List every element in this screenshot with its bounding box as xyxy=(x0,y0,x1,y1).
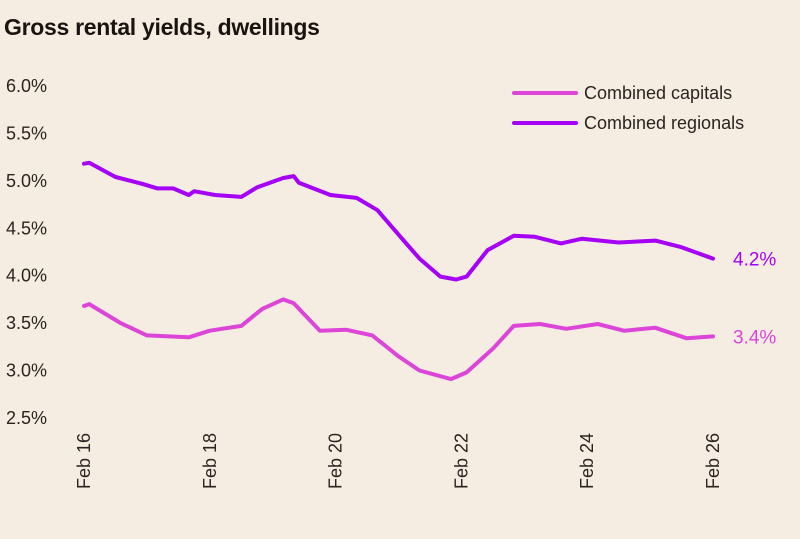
legend-label: Combined capitals xyxy=(584,83,732,103)
y-tick-label: 4.5% xyxy=(6,218,47,238)
x-tick-label: Feb 18 xyxy=(200,433,220,489)
end-value-label: 4.2% xyxy=(733,250,776,271)
series-line-capitals xyxy=(82,297,715,382)
legend-label: Combined regionals xyxy=(584,113,744,133)
x-tick-label: Feb 26 xyxy=(703,433,723,489)
y-tick-label: 5.0% xyxy=(6,171,47,191)
series-line-regionals xyxy=(82,160,715,282)
y-tick-label: 6.0% xyxy=(6,76,47,96)
chart-title: Gross rental yields, dwellings xyxy=(4,14,320,40)
y-tick-label: 3.0% xyxy=(6,361,47,381)
x-tick-label: Feb 24 xyxy=(577,433,597,489)
y-tick-label: 3.5% xyxy=(6,313,47,333)
y-tick-label: 4.0% xyxy=(6,266,47,286)
y-tick-label: 5.5% xyxy=(6,123,47,143)
y-tick-label: 2.5% xyxy=(6,408,47,428)
end-value-label: 3.4% xyxy=(733,327,776,348)
x-tick-label: Feb 20 xyxy=(326,433,346,489)
x-tick-label: Feb 22 xyxy=(451,433,471,489)
x-tick-label: Feb 16 xyxy=(74,433,94,489)
